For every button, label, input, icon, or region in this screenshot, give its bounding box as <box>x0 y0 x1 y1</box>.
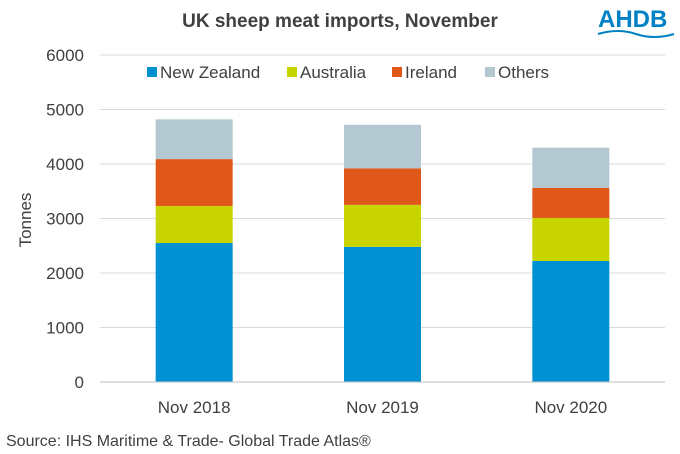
y-tick-label: 5000 <box>46 101 84 120</box>
x-tick-label: Nov 2019 <box>346 398 419 417</box>
x-tick-label: Nov 2018 <box>158 398 231 417</box>
legend-swatch <box>392 67 402 77</box>
y-tick-label: 3000 <box>46 210 84 229</box>
bar-others <box>344 124 421 169</box>
bar-ireland <box>532 187 610 218</box>
y-tick-label: 0 <box>75 373 84 392</box>
bar-australia <box>344 204 421 247</box>
bar-australia <box>155 205 233 244</box>
legend-swatch <box>485 67 495 77</box>
source-note: Source: IHS Maritime & Trade- Global Tra… <box>6 433 371 450</box>
legend-label: Others <box>498 63 549 82</box>
y-tick-label: 4000 <box>46 155 84 174</box>
legend-swatch <box>287 67 297 77</box>
legend-label: Australia <box>300 63 367 82</box>
bar-ireland <box>155 159 233 206</box>
bar-new-zealand <box>344 246 421 382</box>
legend: New Zealand Australia Ireland Others <box>147 63 549 82</box>
y-axis-label: Tonnes <box>16 193 35 248</box>
bar-others <box>155 119 233 160</box>
legend-label: New Zealand <box>160 63 260 82</box>
bars <box>155 119 610 382</box>
bar-new-zealand <box>155 243 233 382</box>
bar-ireland <box>344 168 421 205</box>
logo-wave-icon <box>597 30 675 38</box>
legend-swatch <box>147 67 157 77</box>
x-tick-label: Nov 2020 <box>534 398 607 417</box>
y-axis-ticks: 0 1000 2000 3000 4000 5000 6000 <box>46 46 84 392</box>
bar-others <box>532 147 610 188</box>
bar-australia <box>532 217 610 262</box>
y-tick-label: 6000 <box>46 46 84 65</box>
ahdb-logo: AHDB <box>597 6 675 38</box>
logo-text: AHDB <box>598 6 667 33</box>
x-axis-ticks: Nov 2018 Nov 2019 Nov 2020 <box>158 398 607 417</box>
chart-title: UK sheep meat imports, November <box>182 11 498 32</box>
y-tick-label: 1000 <box>46 319 84 338</box>
y-tick-label: 2000 <box>46 264 84 283</box>
legend-label: Ireland <box>405 63 457 82</box>
bar-new-zealand <box>532 261 610 382</box>
